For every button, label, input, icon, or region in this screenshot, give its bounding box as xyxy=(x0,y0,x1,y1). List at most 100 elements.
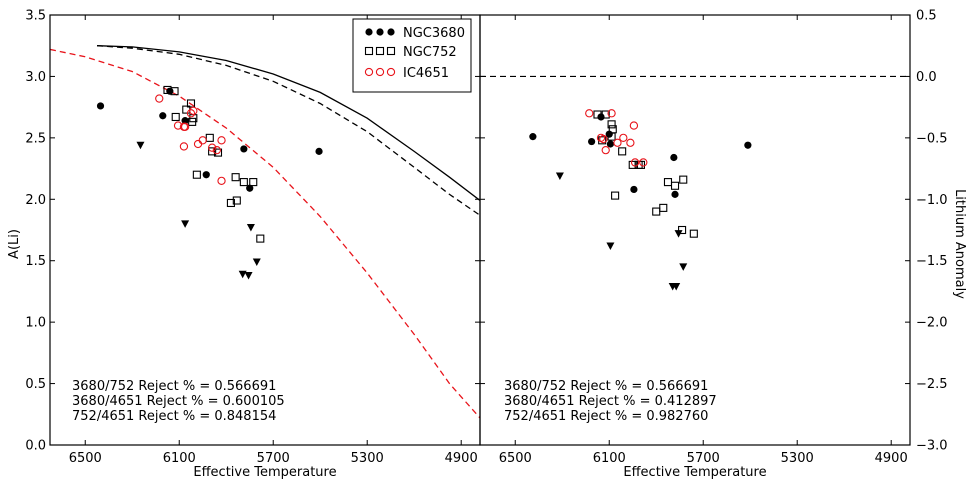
left-point-ngc752-1 xyxy=(170,87,179,96)
left-curve-dashed-red xyxy=(50,48,480,419)
right-y-tick-label-2: −2.0 xyxy=(916,316,948,331)
right-point-ic4651-8 xyxy=(630,158,640,167)
right-x-tick-label-0: 6500 xyxy=(499,451,532,466)
left-point-ic4651-3 xyxy=(179,142,189,151)
left-y-tick-label-7: 3.5 xyxy=(25,9,46,24)
left-annotation-2: 3680/4651 Reject % = 0.600105 xyxy=(72,394,285,409)
left-annotation-1: 3680/752 Reject % = 0.566691 xyxy=(72,379,276,394)
left-point-ic4651-0 xyxy=(155,94,164,103)
left-point-ic4651-5 xyxy=(186,109,196,118)
legend-marker-ic4651-1 xyxy=(364,67,374,77)
left-y-tick-label-2: 1.0 xyxy=(25,316,46,331)
right-point-ngc752-0 xyxy=(593,110,602,119)
right-point-ngc752-15 xyxy=(679,175,688,184)
right-x-tick-label-3: 5300 xyxy=(781,451,814,466)
left-point-ic4651-7 xyxy=(193,139,203,149)
legend-marker-ngc3680-1 xyxy=(365,28,373,36)
right-point-ngc752-14 xyxy=(670,181,680,190)
right-point-ngc3680-upper-limits-5 xyxy=(679,263,688,271)
right-y-tick-label-7: 0.5 xyxy=(916,9,937,24)
left-point-ngc3680-upper-limits-5 xyxy=(252,258,261,266)
legend-marker-ic4651-3 xyxy=(386,67,396,77)
left-y-tick-label-3: 1.5 xyxy=(25,254,46,269)
right-y-tick-label-5: −0.5 xyxy=(916,131,948,146)
legend-label-ngc3680: NGC3680 xyxy=(403,26,465,41)
right-y-tick-label-4: −1.0 xyxy=(916,193,948,208)
right-y-tick-label-3: −1.5 xyxy=(916,254,948,269)
right-point-ngc752-8 xyxy=(628,160,637,169)
right-point-ic4651-7 xyxy=(626,138,635,147)
left-point-ic4651-11 xyxy=(217,136,226,145)
right-y-tick-label-1: −2.5 xyxy=(916,377,948,392)
legend-entry-ic4651: IC4651 xyxy=(364,66,449,81)
right-x-tick-label-1: 6100 xyxy=(593,451,626,466)
right-point-ngc752-6 xyxy=(611,191,620,200)
right-panel: 6500 6100 5700 5300 4900 −3.0 −2.5 −2.0 −1.5 −1.0… xyxy=(479,9,948,466)
legend-marker-ngc3680-2 xyxy=(376,28,384,36)
left-point-ngc752-7 xyxy=(192,170,201,179)
left-point-ngc752-12 xyxy=(231,173,240,182)
left-x-axis-label: Effective Temperature xyxy=(193,465,336,480)
legend-marker-ngc752-1 xyxy=(364,46,374,56)
right-point-ngc752-12 xyxy=(659,203,668,212)
right-y-axis-label: Lithium Anomaly xyxy=(952,189,967,299)
left-curve-solid-black xyxy=(96,45,480,202)
right-point-ic4651-2 xyxy=(599,134,608,144)
right-point-ngc3680-upper-limits-3 xyxy=(672,283,681,291)
left-point-ngc752-4 xyxy=(186,99,196,108)
right-y-tick-label-0: −3.0 xyxy=(916,439,948,454)
right-point-ngc3680-6 xyxy=(670,153,678,162)
right-point-ic4651-9 xyxy=(629,121,639,130)
left-point-ic4651-8 xyxy=(198,136,207,145)
right-point-ngc752-3 xyxy=(608,125,617,134)
legend: NGC3680 NGC752 IC4651 xyxy=(352,18,472,93)
left-point-ngc752-13 xyxy=(232,196,241,205)
legend-box xyxy=(352,18,472,93)
left-point-ngc3680-upper-limits-3 xyxy=(244,271,253,280)
right-point-ngc3680-5 xyxy=(630,185,638,194)
left-x-tick-label-1: 6100 xyxy=(163,451,196,466)
right-point-ngc3680-1 xyxy=(588,137,596,146)
right-point-ic4651-4 xyxy=(607,109,616,118)
right-point-ic4651-6 xyxy=(619,133,628,143)
right-x-axis-label: Effective Temperature xyxy=(623,465,766,480)
left-point-ngc3680-0 xyxy=(96,102,105,110)
right-point-ngc752-17 xyxy=(678,225,687,235)
right-x-tick-label-4: 4900 xyxy=(875,451,908,466)
left-point-ic4651-12 xyxy=(217,176,226,186)
right-point-ngc3680-8 xyxy=(744,141,752,149)
right-point-ngc752-11 xyxy=(652,207,661,216)
left-point-ic4651-9 xyxy=(207,143,217,152)
left-point-ngc752-2 xyxy=(171,112,180,122)
legend-marker-ic4651-2 xyxy=(375,67,385,77)
right-point-ic4651-10 xyxy=(639,158,648,167)
left-point-ngc752-9 xyxy=(208,147,217,156)
left-y-axis-label: A(Li) xyxy=(7,229,22,259)
left-point-ngc3680-3 xyxy=(181,117,189,125)
right-frame xyxy=(479,14,911,446)
legend-label-ngc752: NGC752 xyxy=(403,45,457,60)
left-x-tick-label-0: 6500 xyxy=(69,451,102,466)
legend-label-ic4651: IC4651 xyxy=(403,66,449,81)
right-point-ngc752-7 xyxy=(618,147,627,156)
left-point-ngc3680-6 xyxy=(246,184,254,192)
left-point-ngc3680-5 xyxy=(240,145,248,153)
left-point-ngc3680-4 xyxy=(202,171,210,179)
left-plot-area xyxy=(50,45,480,419)
left-point-ngc3680-upper-limits-4 xyxy=(246,224,255,232)
left-annotations: 3680/752 Reject % = 0.566691 3680/4651 R… xyxy=(72,379,285,424)
left-point-ngc752-16 xyxy=(256,234,265,243)
right-point-ngc752-13 xyxy=(663,178,673,187)
left-x-tick-label-2: 5700 xyxy=(257,451,290,466)
left-point-ngc752-8 xyxy=(205,133,214,142)
right-point-ngc3680-upper-limits-0 xyxy=(555,172,564,180)
left-point-ngc3680-upper-limits-2 xyxy=(238,270,247,279)
left-point-ic4651-6 xyxy=(189,106,198,115)
right-annotation-1: 3680/752 Reject % = 0.566691 xyxy=(504,379,708,394)
right-point-ic4651-3 xyxy=(601,145,610,155)
left-y-tick-label-4: 2.0 xyxy=(25,193,46,208)
right-point-ngc3680-7 xyxy=(671,190,679,198)
right-point-ngc3680-4 xyxy=(606,140,615,148)
left-point-ngc3680-upper-limits-1 xyxy=(181,220,190,228)
